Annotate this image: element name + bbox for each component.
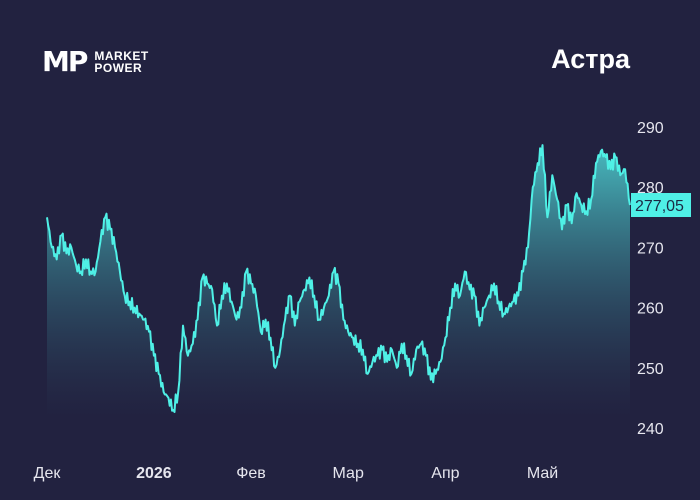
price-line <box>46 144 631 413</box>
x-tick-label: Май <box>527 465 558 482</box>
y-tick-label: 240 <box>637 421 664 438</box>
y-tick-label: 280 <box>637 180 664 197</box>
brand-logo: MP MARKET POWER <box>42 48 149 76</box>
ticker-name: Астра <box>551 44 630 74</box>
x-tick-label: Апр <box>431 465 459 482</box>
logo-line-2: POWER <box>94 61 143 75</box>
x-tick-label: Дек <box>34 465 62 482</box>
y-tick-label: 260 <box>637 301 664 318</box>
logo-mark: MP <box>42 45 88 78</box>
y-tick-label: 270 <box>637 240 664 257</box>
x-tick-label: Фев <box>236 465 266 482</box>
logo-line-1: MARKET <box>94 49 149 63</box>
price-area <box>47 145 630 418</box>
x-tick-label: 2026 <box>136 465 172 482</box>
y-tick-label: 250 <box>637 361 664 378</box>
x-tick-label: Мар <box>333 465 364 482</box>
last-price-label: 277,05 <box>635 198 684 215</box>
logo-text: MARKET POWER <box>94 50 148 74</box>
y-tick-label: 290 <box>637 120 664 137</box>
last-price-badge <box>631 193 691 217</box>
